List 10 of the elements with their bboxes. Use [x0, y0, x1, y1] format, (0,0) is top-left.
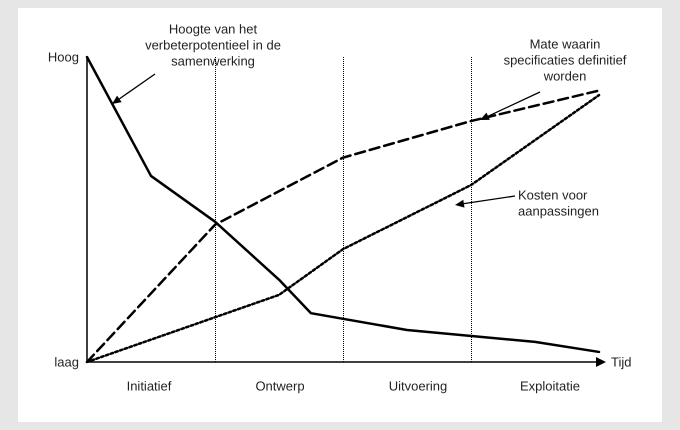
- annotation: Kosten voor aanpassingen: [518, 188, 599, 218]
- text: Uitvoering: [388, 378, 448, 394]
- text: laag: [54, 354, 79, 370]
- text: Exploitatie: [520, 378, 580, 394]
- x-axis-title: Tijd: [611, 354, 632, 370]
- annotation: Mate waarin specificaties definitief worden: [504, 36, 627, 84]
- text: Ontwerp: [255, 378, 305, 394]
- text: Hoog: [48, 50, 79, 64]
- text: Initiatief: [126, 378, 172, 394]
- annotation: Hoogte van het verbeterpotentieel in de samenwerking: [145, 22, 281, 68]
